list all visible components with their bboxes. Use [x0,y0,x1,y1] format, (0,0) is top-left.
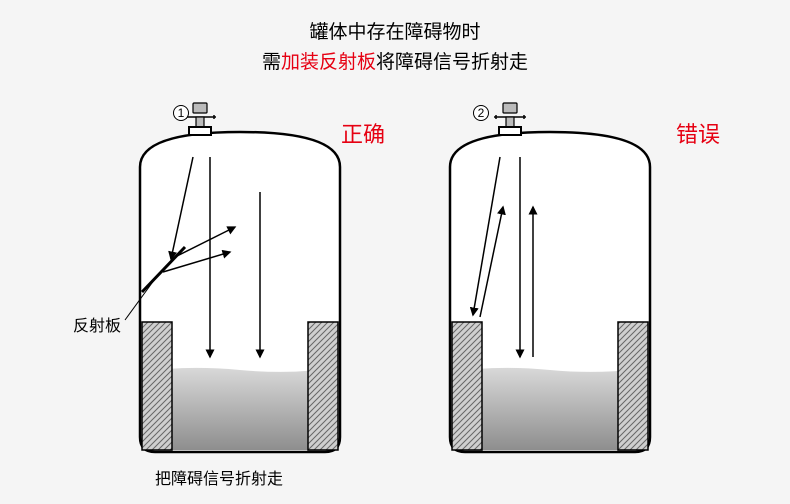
bottom-caption: 把障碍信号折射走 [155,465,283,489]
status-wrong: 错误 [676,117,720,149]
panel-correct: 1 正确 反射板 把障碍信号折射走 [85,97,365,487]
title-line1: 罐体中存在障碍物时 [0,18,790,48]
tank-correct-svg [85,97,365,467]
title-line2: 需加装反射板将障碍信号折射走 [0,48,790,78]
obstacle-left [142,322,172,450]
badge-1: 1 [173,105,189,121]
status-correct: 正确 [341,117,385,149]
reflector-label: 反射板 [73,312,121,336]
tank-wrong-svg [425,97,705,467]
title-block: 罐体中存在障碍物时 需加装反射板将障碍信号折射走 [0,0,790,79]
panel-wrong: 2 错误 [425,97,705,487]
obstacle-left [452,322,482,450]
diagram-row: 1 正确 反射板 把障碍信号折射走 [0,97,790,487]
badge-2: 2 [473,105,489,121]
obstacle-right [308,322,338,450]
obstacle-right [618,322,648,450]
